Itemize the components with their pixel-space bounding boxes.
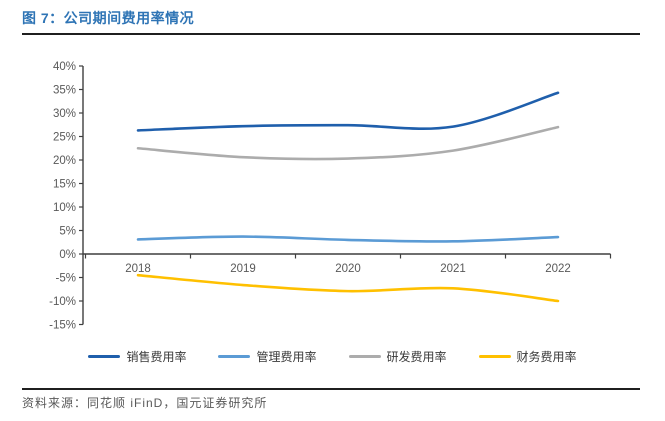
line-sales [136,91,560,132]
data-source-note: 资料来源：同花顺 iFinD，国元证券研究所 [22,396,268,410]
y-tick-label: -5% [56,273,76,285]
legend-swatch-management [218,355,251,358]
legend-label: 管理费用率 [256,350,317,364]
y-tick-label: 10% [53,202,76,214]
line-rd [136,125,560,161]
line-management [136,235,560,243]
line-finance [136,273,560,303]
y-tick-label: 25% [53,132,76,144]
legend-item-finance: 财务费用率 [478,348,577,365]
footer-divider [22,388,640,390]
y-tick-label: -10% [49,296,76,308]
x-tick-label: 2021 [440,263,466,275]
chart-legend: 销售费用率 管理费用率 研发费用率 财务费用率 [0,348,665,365]
legend-swatch-finance [478,355,511,358]
y-tick-label: 0% [59,249,76,261]
title-divider [22,33,640,35]
legend-label: 研发费用率 [386,350,447,364]
legend-label: 销售费用率 [126,350,187,364]
x-tick-label: 2018 [125,263,151,275]
legend-swatch-sales [88,355,121,358]
y-tick-label: 5% [59,226,76,238]
x-tick-label: 2020 [335,263,361,275]
y-tick-label: 30% [53,108,76,120]
x-tick-label: 2022 [545,263,571,275]
x-tick-label: 2019 [230,263,256,275]
y-tick-label: 40% [53,61,76,73]
legend-label: 财务费用率 [516,350,577,364]
legend-item-sales: 销售费用率 [88,348,186,365]
y-tick-label: 35% [53,85,76,97]
figure-title: 图 7：公司期间费用率情况 [22,10,195,26]
legend-item-rd: 研发费用率 [348,348,447,365]
legend-item-management: 管理费用率 [218,348,317,365]
y-tick-label: 20% [53,155,76,167]
legend-swatch-rd [348,355,381,358]
y-tick-label: -15% [49,320,76,332]
y-tick-label: 15% [53,179,76,191]
